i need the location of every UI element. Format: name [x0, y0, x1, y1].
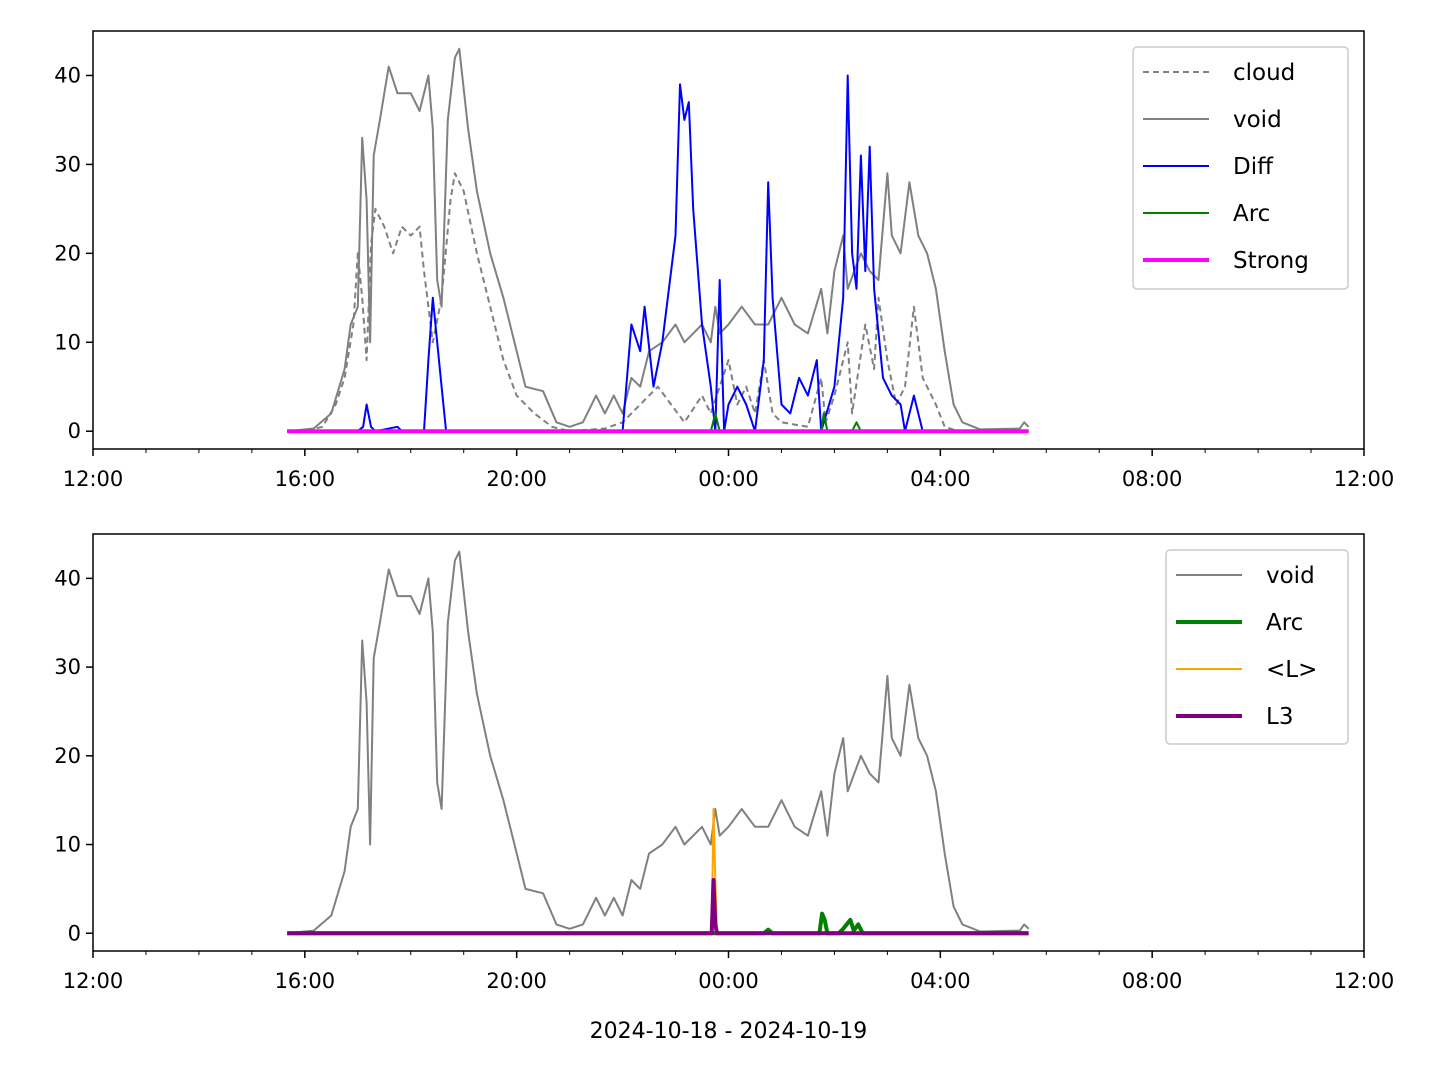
x-tick-label: 20:00	[486, 969, 547, 993]
x-tick-label: 20:00	[486, 467, 547, 491]
legend-label: void	[1233, 107, 1282, 133]
x-tick-label: 12:00	[1334, 467, 1395, 491]
x-tick-label: 12:00	[63, 969, 124, 993]
legend-box	[1132, 46, 1349, 290]
legend-label: cloud	[1233, 60, 1295, 86]
legend-label: L3	[1266, 704, 1293, 730]
x-tick-label: 16:00	[275, 969, 336, 993]
series-group	[287, 47, 1030, 434]
series-line-arc	[287, 911, 1029, 936]
y-tick-label: 20	[54, 744, 81, 768]
legend-label: void	[1266, 563, 1315, 589]
x-tick-label: 04:00	[910, 467, 971, 491]
x-tick-label: 00:00	[698, 969, 759, 993]
series-line-cloud	[287, 172, 1029, 433]
series-line-arc	[287, 412, 1029, 433]
legend-box	[1165, 549, 1349, 745]
y-tick-label: 10	[54, 330, 81, 354]
legend: void Arc <L> L3	[1165, 549, 1349, 745]
x-tick-label: 04:00	[910, 969, 971, 993]
legend-label: Arc	[1266, 610, 1303, 636]
x-tick-label: 12:00	[63, 467, 124, 491]
series-line-diff	[287, 74, 1029, 433]
y-tick-label: 10	[54, 833, 81, 857]
legend: cloud void Diff Arc Strong	[1132, 46, 1349, 290]
y-tick-label: 30	[54, 655, 81, 679]
chart-panel-2: 0 10 20 30 40 12:00 16:00 20:00 00:00 04:00 08:00 1…	[54, 533, 1395, 1044]
chart-panel-1: 0 10 20 30 40 12:00 16:00 20:00 00:00 04:00 08:00 1…	[54, 30, 1395, 491]
x-tick-label: 16:00	[275, 467, 336, 491]
series-line-void	[287, 47, 1030, 433]
y-tick-label: 40	[54, 566, 81, 590]
y-tick-label: 0	[68, 419, 81, 443]
legend-label: <L>	[1266, 657, 1317, 683]
y-tick-label: 40	[54, 63, 81, 87]
y-tick-label: 20	[54, 241, 81, 265]
series-group	[287, 550, 1030, 936]
y-tick-label: 0	[68, 921, 81, 945]
legend-label: Diff	[1233, 154, 1274, 180]
x-axis-label: 2024-10-18 - 2024-10-19	[590, 1019, 868, 1044]
x-tick-label: 00:00	[698, 467, 759, 491]
legend-label: Strong	[1233, 248, 1309, 274]
x-tick-label: 12:00	[1334, 969, 1395, 993]
x-tick-label: 08:00	[1122, 969, 1183, 993]
y-tick-label: 30	[54, 152, 81, 176]
legend-label: Arc	[1233, 201, 1270, 227]
x-tick-label: 08:00	[1122, 467, 1183, 491]
series-line-l3	[287, 878, 1029, 936]
series-line-void	[287, 550, 1030, 935]
series-line-l	[287, 808, 1029, 935]
